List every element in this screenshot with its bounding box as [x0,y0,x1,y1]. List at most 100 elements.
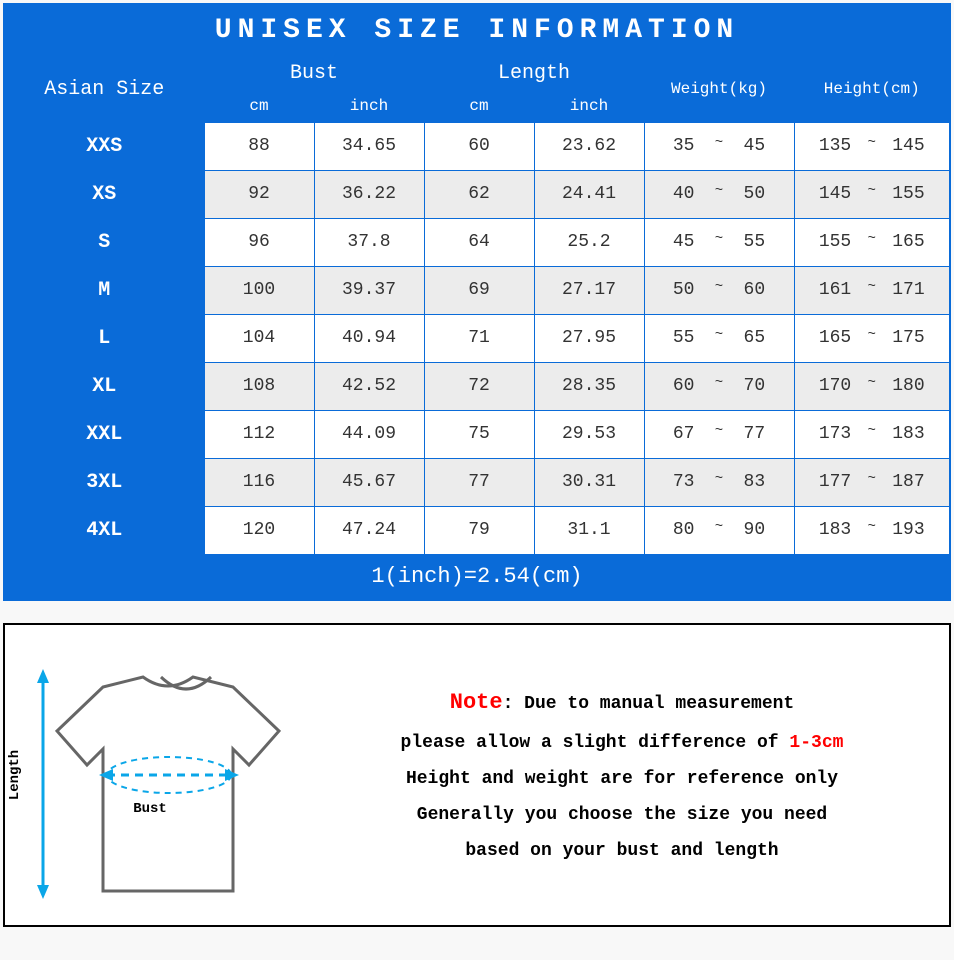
table-row: XXL11244.097529.5367~77173~183 [4,410,950,458]
header-weight: Weight(kg) [644,56,794,122]
diagram-bust-label: Bust [133,801,167,817]
note-title: Note [450,690,503,715]
table-row: XS9236.226224.4140~50145~155 [4,170,950,218]
bust-inch: 47.24 [314,506,424,554]
table-row: S9637.86425.245~55155~165 [4,218,950,266]
table-row: XXS8834.656023.6235~45135~145 [4,122,950,170]
weight-range: 45~55 [644,218,794,266]
note-line3: Height and weight are for reference only [406,769,838,789]
weight-range: 35~45 [644,122,794,170]
table-row: 3XL11645.677730.3173~83177~187 [4,458,950,506]
note-text: Note: Due to manual measurement please a… [305,681,939,869]
conversion-note: 1(inch)=2.54(cm) [4,554,950,600]
length-inch: 27.95 [534,314,644,362]
height-range: 161~171 [794,266,950,314]
tshirt-diagram: Length Bust [15,645,285,905]
note-line2a: please allow a slight difference of [401,733,790,753]
height-range: 165~175 [794,314,950,362]
table-row: M10039.376927.1750~60161~171 [4,266,950,314]
bust-cm: 92 [204,170,314,218]
weight-range: 80~90 [644,506,794,554]
size-label: S [4,218,204,266]
length-cm: 64 [424,218,534,266]
length-inch: 28.35 [534,362,644,410]
length-inch: 27.17 [534,266,644,314]
length-cm: 69 [424,266,534,314]
bust-cm: 120 [204,506,314,554]
table-title: UNISEX SIZE INFORMATION [4,4,950,56]
length-cm: 79 [424,506,534,554]
table-row: 4XL12047.247931.180~90183~193 [4,506,950,554]
header-asian-size: Asian Size [4,56,204,122]
size-label: XS [4,170,204,218]
note-box: Length Bust Note: Due to manual measurem… [3,623,951,927]
header-height: Height(cm) [794,56,950,122]
bust-inch: 40.94 [314,314,424,362]
length-cm: 75 [424,410,534,458]
bust-inch: 36.22 [314,170,424,218]
table-row: XL10842.527228.3560~70170~180 [4,362,950,410]
size-label: 3XL [4,458,204,506]
height-range: 170~180 [794,362,950,410]
height-range: 155~165 [794,218,950,266]
weight-range: 55~65 [644,314,794,362]
bust-inch: 44.09 [314,410,424,458]
header-bust-cm: cm [204,90,314,122]
bust-cm: 104 [204,314,314,362]
length-cm: 60 [424,122,534,170]
header-length: Length [424,56,644,90]
note-line4: Generally you choose the size you need [417,805,827,825]
height-range: 135~145 [794,122,950,170]
height-range: 145~155 [794,170,950,218]
size-chart-table: UNISEX SIZE INFORMATION Asian Size Bust … [3,3,951,601]
height-range: 183~193 [794,506,950,554]
size-label: L [4,314,204,362]
size-label: XXS [4,122,204,170]
table-header-row-1: Asian Size Bust Length Weight(kg) Height… [4,56,950,90]
diagram-length-label: Length [7,750,23,800]
weight-range: 67~77 [644,410,794,458]
bust-inch: 39.37 [314,266,424,314]
note-line5: based on your bust and length [465,841,778,861]
length-inch: 31.1 [534,506,644,554]
weight-range: 60~70 [644,362,794,410]
length-inch: 29.53 [534,410,644,458]
length-cm: 71 [424,314,534,362]
bust-inch: 42.52 [314,362,424,410]
note-line1: : Due to manual measurement [503,694,795,714]
header-length-inch: inch [534,90,644,122]
size-label: XXL [4,410,204,458]
length-cm: 62 [424,170,534,218]
bust-inch: 37.8 [314,218,424,266]
weight-range: 73~83 [644,458,794,506]
length-inch: 30.31 [534,458,644,506]
length-inch: 25.2 [534,218,644,266]
height-range: 173~183 [794,410,950,458]
header-bust: Bust [204,56,424,90]
table-title-row: UNISEX SIZE INFORMATION [4,4,950,56]
table-footer-row: 1(inch)=2.54(cm) [4,554,950,600]
table-row: L10440.947127.9555~65165~175 [4,314,950,362]
bust-cm: 108 [204,362,314,410]
weight-range: 50~60 [644,266,794,314]
header-bust-inch: inch [314,90,424,122]
length-inch: 24.41 [534,170,644,218]
height-range: 177~187 [794,458,950,506]
header-length-cm: cm [424,90,534,122]
length-cm: 72 [424,362,534,410]
bust-cm: 100 [204,266,314,314]
bust-cm: 96 [204,218,314,266]
bust-inch: 34.65 [314,122,424,170]
bust-cm: 88 [204,122,314,170]
size-label: 4XL [4,506,204,554]
weight-range: 40~50 [644,170,794,218]
note-tolerance: 1-3cm [789,733,843,753]
bust-inch: 45.67 [314,458,424,506]
length-cm: 77 [424,458,534,506]
size-label: XL [4,362,204,410]
bust-cm: 116 [204,458,314,506]
tshirt-svg [15,645,285,905]
bust-cm: 112 [204,410,314,458]
size-label: M [4,266,204,314]
length-inch: 23.62 [534,122,644,170]
